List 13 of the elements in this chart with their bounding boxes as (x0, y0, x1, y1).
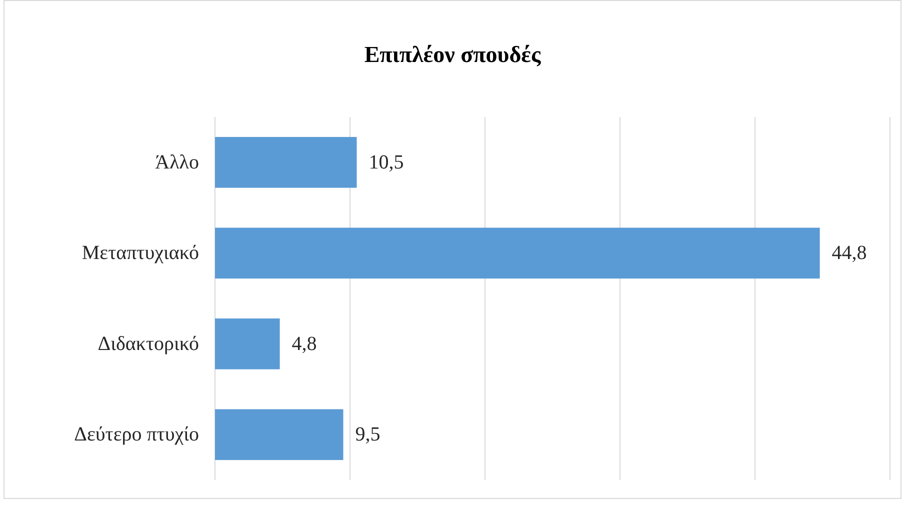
bar (215, 409, 344, 460)
y-tick-label: Δεύτερο πτυχίο (74, 424, 199, 446)
bar (215, 228, 820, 279)
chart-title: Επιπλέον σπουδές (364, 42, 541, 67)
data-label: 10,5 (368, 151, 404, 174)
data-label: 4,8 (292, 332, 317, 355)
data-label: 44,8 (832, 242, 867, 264)
y-tick-label: Μεταπτυχιακό (82, 242, 199, 264)
y-tick-label: Άλλο (155, 151, 199, 174)
data-label: 9,5 (355, 424, 380, 446)
bar (215, 136, 357, 188)
y-tick-label: Διδακτορικό (98, 332, 199, 355)
bar (215, 318, 280, 370)
